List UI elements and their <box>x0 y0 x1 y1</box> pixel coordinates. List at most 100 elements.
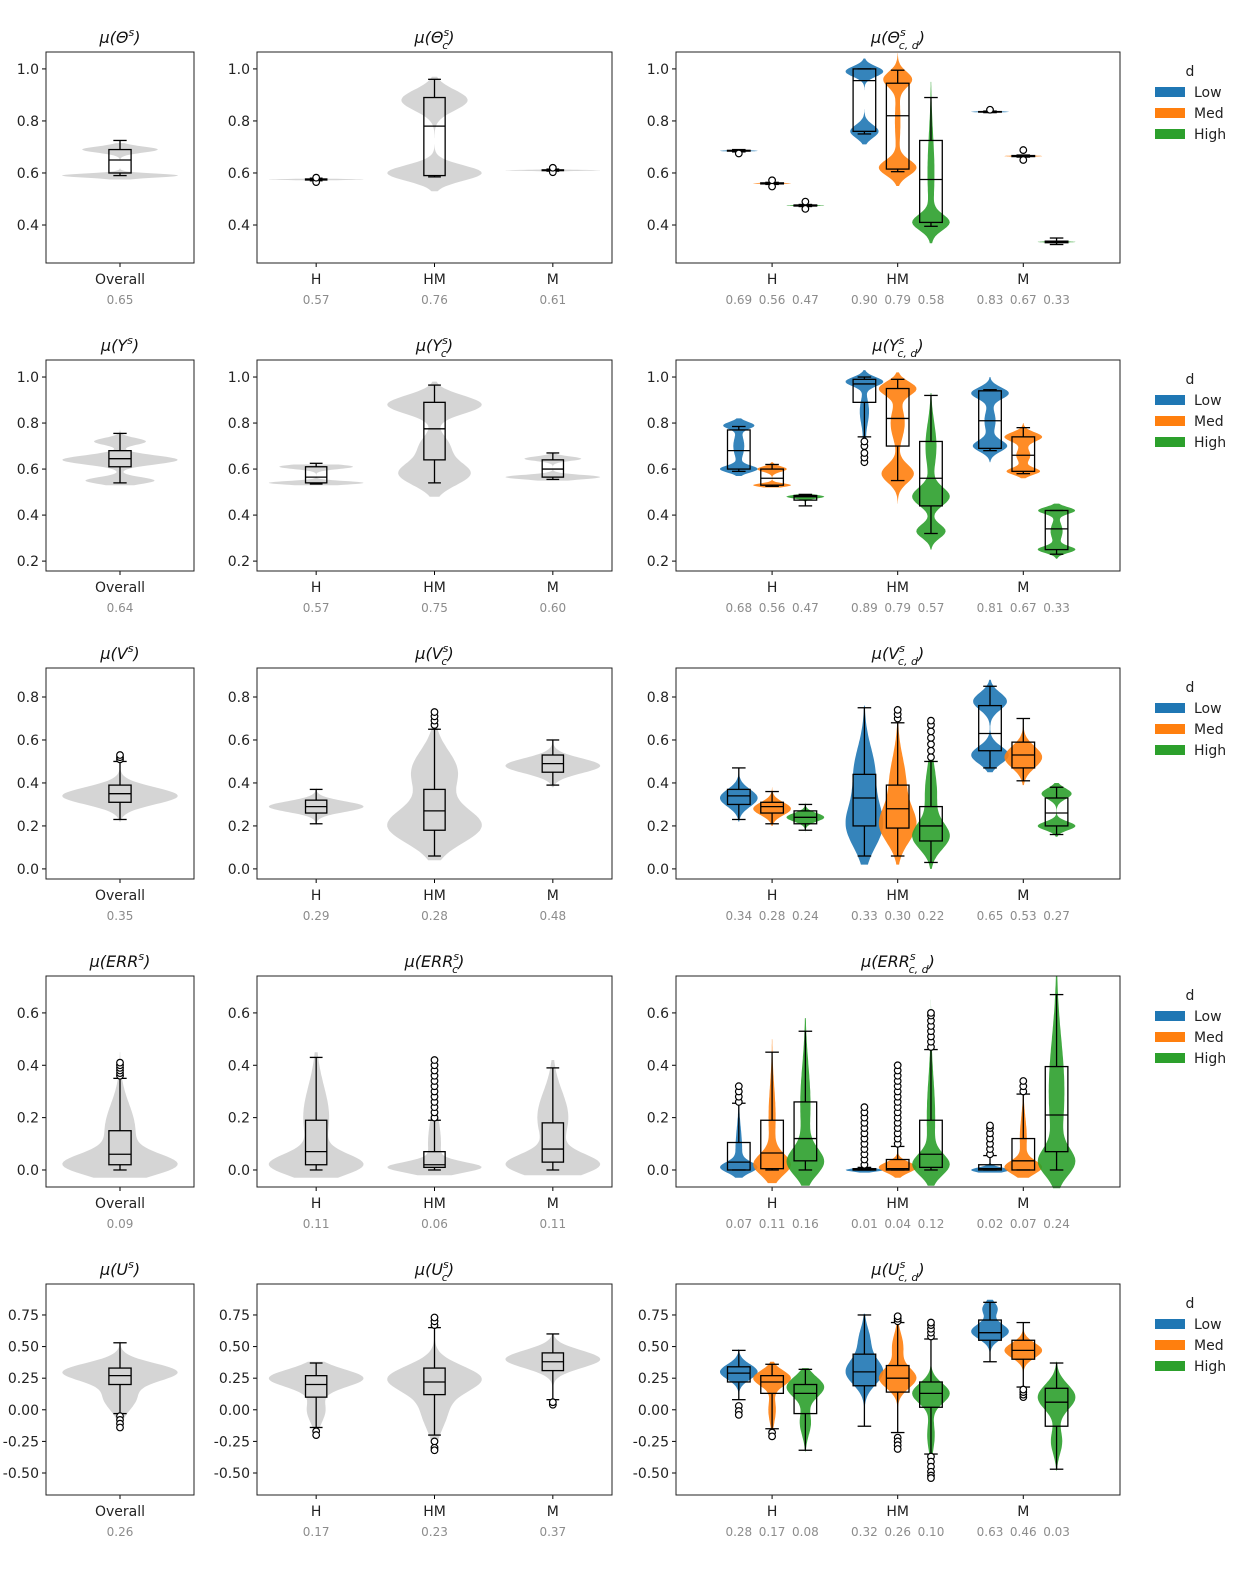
violin-H <box>268 1052 364 1178</box>
violin-HM <box>387 708 482 861</box>
violin-M-High <box>1037 503 1076 559</box>
x-tick-label: M <box>1017 272 1029 288</box>
violin-M <box>505 163 601 177</box>
mean-label: 0.61 <box>539 293 566 307</box>
title-base: μ(Θ <box>99 28 129 47</box>
title-subscript: c, d <box>897 347 918 360</box>
box-iqr <box>423 96 446 177</box>
title-base: μ(Y <box>871 336 899 355</box>
violin-HM-Med <box>878 1312 917 1453</box>
overall-panel-row-1: 0.4 0.6 0.8 1.0 Overall 0.65 <box>17 51 195 307</box>
y-tick-label: 0.6 <box>228 166 250 182</box>
legend-swatch-low <box>1155 395 1185 405</box>
y-tick-label: 0.4 <box>228 508 250 524</box>
box-iqr <box>108 148 132 174</box>
plot-frame <box>256 667 613 880</box>
violin-body <box>1037 783 1076 837</box>
x-tick-label: M <box>547 580 559 596</box>
outlier-point <box>927 733 935 742</box>
x-tick-label: M <box>1017 1196 1029 1212</box>
box-iqr <box>726 1141 751 1171</box>
by-cd-panel-row-5: -0.50 -0.25 0.00 0.25 0.50 0.75 0.28 0.17 0.08 H 0… <box>633 1283 1121 1539</box>
y-tick-label: 0.4 <box>647 776 669 792</box>
box-iqr <box>760 1375 785 1395</box>
title-superscript: s <box>900 1258 906 1271</box>
violin-M-Low <box>971 679 1009 773</box>
outlier-point <box>1019 146 1028 154</box>
outlier-point <box>430 708 439 716</box>
mean-label: 0.09 <box>107 1217 134 1231</box>
mean-label: 0.65 <box>977 909 1004 923</box>
outlier-point <box>430 1446 439 1455</box>
y-tick-label: 0.6 <box>647 1006 669 1022</box>
legend-label-low: Low <box>1194 85 1222 101</box>
outlier-point <box>927 716 935 725</box>
mean-label: 0.48 <box>539 909 566 923</box>
mean-label: 0.08 <box>792 1525 819 1539</box>
violin-body <box>1037 976 1076 1189</box>
box-iqr <box>760 801 785 814</box>
box-iqr <box>726 1366 751 1383</box>
title-superscript: s <box>127 334 133 347</box>
legend-swatch-med <box>1155 724 1185 734</box>
title-superscript: s <box>442 334 448 347</box>
title-close: ) <box>447 1260 454 1279</box>
violin-HM-Low <box>845 370 884 467</box>
x-tick-label: HM <box>886 888 909 904</box>
outlier-point <box>430 1313 439 1322</box>
title-subscript: c, d <box>899 39 920 52</box>
title-base: μ(V <box>99 644 128 663</box>
violin-HM-Low <box>845 705 884 865</box>
violin-overall <box>62 751 178 822</box>
violin-body <box>387 76 482 192</box>
violin-H-High <box>786 802 825 833</box>
box-iqr <box>108 1130 132 1166</box>
legend-swatch-med <box>1155 108 1185 118</box>
plot-frame <box>45 51 195 264</box>
violin-H <box>268 173 364 186</box>
outlier-point <box>927 727 935 736</box>
box-iqr <box>1011 1137 1036 1171</box>
mean-label: 0.53 <box>1010 909 1037 923</box>
violin-M-Med <box>1004 716 1043 786</box>
violin-HM <box>387 381 482 497</box>
violin-HM-Low <box>845 58 884 145</box>
mean-label: 0.26 <box>107 1525 134 1539</box>
mean-label: 0.11 <box>759 1217 786 1231</box>
legend-title: d <box>1186 988 1195 1004</box>
mean-label: 0.28 <box>725 1525 752 1539</box>
outlier-point <box>893 1312 902 1321</box>
violin-H-High <box>786 197 825 213</box>
violin-H-Med <box>753 462 791 488</box>
mean-label: 0.06 <box>421 1217 448 1231</box>
y-tick-label: 0.0 <box>17 1163 39 1179</box>
mean-label: 0.22 <box>918 909 945 923</box>
y-tick-label: -0.25 <box>633 1434 669 1450</box>
x-tick-label: M <box>1017 1504 1029 1520</box>
y-tick-label: 0.6 <box>647 166 669 182</box>
y-tick-label: -0.50 <box>214 1466 250 1482</box>
violin-M <box>505 1060 601 1176</box>
box-iqr <box>919 139 943 224</box>
by-cd-panel-row-3: 0.0 0.2 0.4 0.6 0.8 0.34 0.28 0.24 H 0.33 0.30 0.22… <box>647 667 1121 923</box>
y-tick-label: 0.2 <box>17 554 39 570</box>
y-tick-label: 0.4 <box>228 1058 250 1074</box>
x-tick-label: Overall <box>95 272 145 288</box>
x-tick-label: H <box>767 272 778 288</box>
mean-label: 0.76 <box>421 293 448 307</box>
mean-label: 0.26 <box>884 1525 911 1539</box>
outlier-point <box>734 1410 743 1419</box>
outlier-point <box>430 1056 439 1064</box>
plot-frame <box>45 359 195 572</box>
violin-body <box>878 1315 917 1448</box>
legend-label-med: Med <box>1194 722 1224 738</box>
title-base: μ(ERR <box>404 952 454 971</box>
legend-label-low: Low <box>1194 393 1222 409</box>
panel-title: μ(Vs c) <box>414 642 453 668</box>
legend-swatch-low <box>1155 1011 1185 1021</box>
y-tick-label: 0.6 <box>647 462 669 478</box>
title-close: ) <box>132 336 139 355</box>
x-tick-label: M <box>547 272 559 288</box>
outlier-point <box>116 1423 124 1432</box>
outlier-point <box>860 437 869 446</box>
